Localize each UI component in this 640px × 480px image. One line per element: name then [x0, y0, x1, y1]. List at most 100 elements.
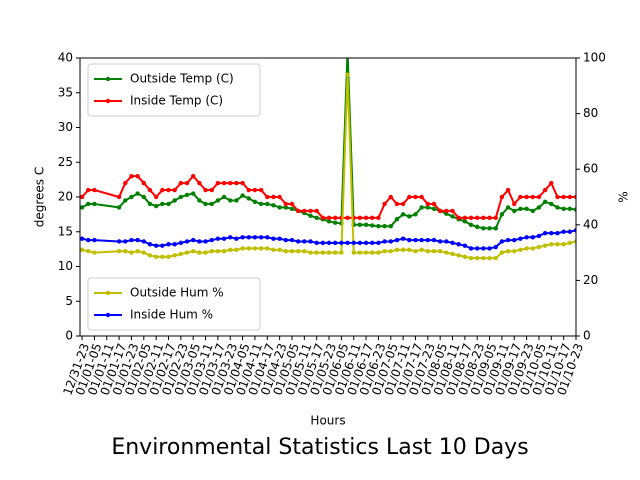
data-point: [573, 207, 576, 212]
data-point: [240, 180, 245, 186]
data-point: [400, 236, 406, 241]
data-point: [147, 201, 153, 207]
data-point: [184, 239, 190, 244]
data-point: [80, 247, 85, 253]
data-point: [221, 194, 227, 200]
data-point: [129, 194, 134, 200]
data-point: [178, 194, 184, 200]
data-point: [567, 229, 573, 234]
data-point: [376, 250, 381, 255]
data-point: [370, 240, 375, 246]
data-point: [413, 249, 418, 254]
data-point: [536, 205, 542, 210]
data-point: [86, 237, 91, 243]
data-point: [326, 219, 332, 224]
data-point: [505, 237, 511, 243]
data-point: [123, 198, 128, 203]
data-point: [289, 201, 295, 207]
data-point: [197, 250, 202, 255]
data-point: [265, 235, 270, 240]
data-point: [536, 244, 542, 250]
data-point: [209, 249, 214, 254]
data-point: [388, 194, 393, 200]
data-point: [92, 237, 97, 243]
data-point: [487, 255, 492, 261]
y2-tick-label: 100: [583, 51, 606, 65]
y2-axis-label: %: [617, 191, 631, 202]
y-tick-label: 25: [58, 155, 73, 169]
data-point: [333, 240, 338, 246]
data-point: [314, 240, 319, 246]
data-point: [419, 194, 424, 200]
data-point: [413, 237, 418, 243]
y-tick-label: 15: [58, 224, 73, 238]
data-point: [246, 187, 251, 193]
data-point: [129, 237, 134, 243]
data-point: [524, 235, 529, 240]
data-point: [561, 242, 566, 247]
data-point: [203, 250, 208, 255]
data-point: [555, 230, 560, 236]
data-point: [357, 222, 363, 227]
chart-title: Environmental Statistics Last 10 Days: [111, 435, 528, 460]
data-point: [135, 191, 140, 196]
data-point: [277, 236, 282, 241]
data-point: [536, 233, 542, 239]
data-point: [246, 196, 251, 201]
y-tick-label: 20: [58, 190, 73, 204]
data-point: [450, 208, 455, 214]
data-point: [333, 250, 338, 255]
data-point: [394, 217, 400, 222]
data-point: [499, 212, 505, 217]
data-point: [135, 173, 140, 179]
data-point: [549, 180, 554, 186]
data-point: [468, 255, 474, 261]
data-point: [234, 247, 239, 253]
data-point: [228, 235, 233, 240]
data-point: [370, 250, 375, 255]
data-point: [555, 194, 560, 200]
data-point: [388, 249, 393, 254]
data-point: [542, 243, 548, 248]
data-point: [215, 249, 221, 254]
data-point: [481, 215, 486, 221]
data-point: [308, 208, 313, 214]
data-point: [524, 194, 529, 200]
data-point: [283, 205, 289, 210]
data-point: [431, 237, 437, 243]
legend-box: [87, 63, 261, 117]
data-point: [209, 201, 214, 207]
data-point: [92, 201, 97, 207]
data-point: [363, 215, 369, 221]
data-point: [425, 237, 431, 243]
data-point: [86, 249, 91, 254]
data-point: [468, 215, 474, 221]
data-point: [116, 239, 122, 244]
data-point: [505, 249, 511, 254]
legend-label: Inside Hum %: [130, 308, 213, 322]
data-point: [499, 250, 505, 255]
data-point: [80, 236, 85, 241]
data-point: [265, 201, 270, 207]
data-point: [357, 240, 363, 246]
data-point: [320, 240, 326, 246]
data-point: [215, 180, 221, 186]
data-point: [197, 180, 202, 186]
data-point: [419, 247, 424, 253]
data-point: [265, 246, 270, 251]
data-point: [172, 253, 177, 258]
data-point: [289, 249, 295, 254]
data-point: [431, 201, 437, 207]
data-point: [468, 246, 474, 251]
data-point: [234, 180, 239, 186]
data-point: [203, 239, 208, 244]
data-point: [345, 72, 350, 77]
legend-label: Outside Temp (C): [130, 72, 234, 86]
data-point: [240, 246, 245, 251]
data-point: [308, 239, 313, 244]
data-point: [92, 250, 97, 255]
data-point: [456, 242, 461, 247]
data-point: [376, 223, 381, 229]
data-point: [320, 215, 326, 221]
data-point: [382, 223, 387, 229]
